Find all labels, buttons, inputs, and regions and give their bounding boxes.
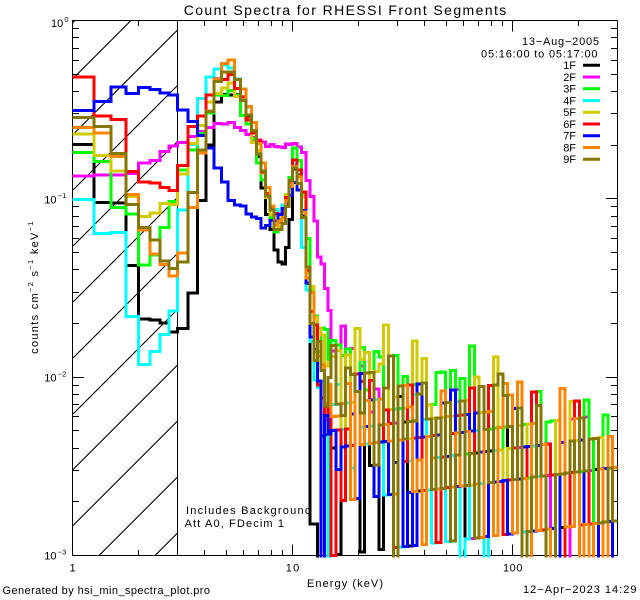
svg-text:7F: 7F — [563, 131, 576, 143]
svg-text:10: 10 — [51, 18, 63, 30]
svg-text:100: 100 — [503, 563, 523, 575]
svg-text:4F: 4F — [563, 95, 576, 107]
svg-text:12−Apr−2023 14:29: 12−Apr−2023 14:29 — [523, 584, 637, 596]
svg-text:10: 10 — [44, 373, 56, 385]
svg-text:10: 10 — [44, 194, 56, 206]
svg-text:05:16:00 to 05:17:00: 05:16:00 to 05:17:00 — [481, 49, 598, 61]
svg-text:counts cm−2 s−1 keV−1: counts cm−2 s−1 keV−1 — [26, 220, 41, 354]
svg-text:Att A0, FDecim 1: Att A0, FDecim 1 — [185, 518, 284, 530]
svg-text:5F: 5F — [563, 107, 576, 119]
svg-text:13−Aug−2005: 13−Aug−2005 — [522, 36, 599, 48]
svg-text:−2: −2 — [58, 370, 67, 379]
svg-text:0: 0 — [64, 15, 68, 24]
svg-text:Generated by hsi_min_spectra_p: Generated by hsi_min_spectra_plot.pro — [3, 585, 211, 597]
svg-text:Count Spectra for RHESSI Front: Count Spectra for RHESSI Front Segments — [184, 2, 507, 18]
svg-text:−1: −1 — [58, 191, 67, 200]
svg-text:9F: 9F — [563, 154, 576, 166]
svg-text:6F: 6F — [563, 119, 576, 131]
svg-text:8F: 8F — [563, 142, 576, 154]
svg-text:10: 10 — [44, 551, 56, 563]
svg-text:Energy (keV): Energy (keV) — [307, 578, 383, 590]
svg-text:1: 1 — [69, 563, 75, 575]
svg-text:3F: 3F — [563, 84, 576, 96]
svg-text:2F: 2F — [563, 72, 576, 84]
svg-text:1F: 1F — [563, 60, 576, 72]
svg-text:10: 10 — [286, 563, 300, 575]
svg-text:−3: −3 — [58, 547, 67, 556]
